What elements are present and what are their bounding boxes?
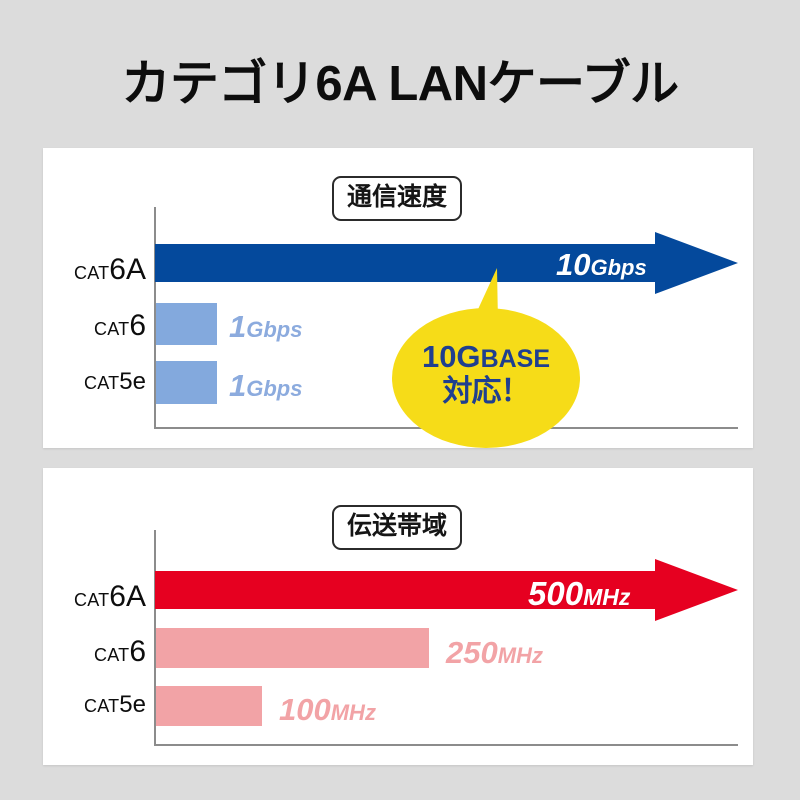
chart-speed-category-cat6: CAT6 — [58, 311, 146, 341]
cat-main: 5e — [119, 691, 146, 718]
cat-prefix: CAT — [94, 319, 130, 339]
callout-line-1: 10GBASE — [386, 341, 586, 372]
cat-prefix: CAT — [84, 373, 120, 393]
value-number: 100 — [279, 692, 331, 727]
value-number: 10 — [556, 247, 591, 282]
value-unit: MHz — [330, 700, 376, 725]
chart-bandwidth-category-cat6a: CAT6A — [58, 582, 146, 612]
cat-prefix: CAT — [74, 263, 110, 283]
chart-speed-bar-cat6 — [156, 303, 217, 345]
chart-bandwidth-y-axis — [154, 530, 156, 746]
chart-heading-speed: 通信速度 — [332, 176, 463, 221]
page-title: カテゴリ6A LANケーブル — [121, 57, 679, 111]
chart-speed-category-cat6a: CAT6A — [58, 255, 146, 285]
cat-main: 5e — [119, 368, 146, 395]
cat-main: 6A — [109, 253, 146, 286]
cat-main: 6 — [129, 309, 146, 342]
value-unit: Gbps — [246, 376, 303, 401]
chart-bandwidth-bar-cat5e — [156, 686, 262, 726]
chart-bandwidth-value-cat6a: 500MHz — [528, 577, 630, 610]
value-number: 1 — [229, 309, 247, 344]
value-unit: Gbps — [590, 255, 647, 280]
chart-bandwidth-value-cat5e: 100MHz — [279, 694, 376, 725]
cat-main: 6 — [129, 635, 146, 668]
callout-bubble-shape — [392, 268, 580, 448]
chart-bandwidth-x-axis — [154, 744, 738, 746]
callout-small: BASE — [480, 345, 551, 373]
chart-speed-value-cat6a: 10Gbps — [556, 249, 647, 280]
cat-main: 6A — [109, 580, 146, 613]
callout-line-2: 対応！ — [442, 375, 531, 408]
chart-bandwidth-category-cat6: CAT6 — [58, 637, 146, 667]
value-number: 500 — [528, 575, 584, 612]
chart-speed-value-cat5e: 1Gbps — [229, 370, 302, 401]
value-unit: Gbps — [246, 317, 303, 342]
callout-big: 10G — [421, 339, 481, 374]
chart-bandwidth-category-cat5e: CAT5e — [58, 693, 146, 717]
chart-heading-bandwidth: 伝送帯域 — [332, 505, 463, 550]
callout-10gbase: 10GBASE 対応！ — [386, 265, 586, 450]
value-number: 1 — [229, 368, 247, 403]
chart-speed-category-cat5e: CAT5e — [58, 370, 146, 394]
value-number: 250 — [446, 635, 498, 670]
chart-bandwidth-bar-cat6a-arrow — [155, 559, 738, 621]
chart-bandwidth-bar-cat6 — [156, 628, 429, 668]
chart-speed-value-cat6: 1Gbps — [229, 311, 302, 342]
value-unit: MHz — [497, 643, 543, 668]
chart-bandwidth-value-cat6: 250MHz — [446, 637, 543, 668]
chart-speed-bar-cat5e — [156, 361, 217, 404]
chart-speed-bar-cat6a-arrow — [155, 232, 738, 294]
cat-prefix: CAT — [84, 696, 120, 716]
value-unit: MHz — [583, 584, 631, 610]
chart-speed-y-axis — [154, 207, 156, 429]
cat-prefix: CAT — [74, 590, 110, 610]
cat-prefix: CAT — [94, 645, 130, 665]
